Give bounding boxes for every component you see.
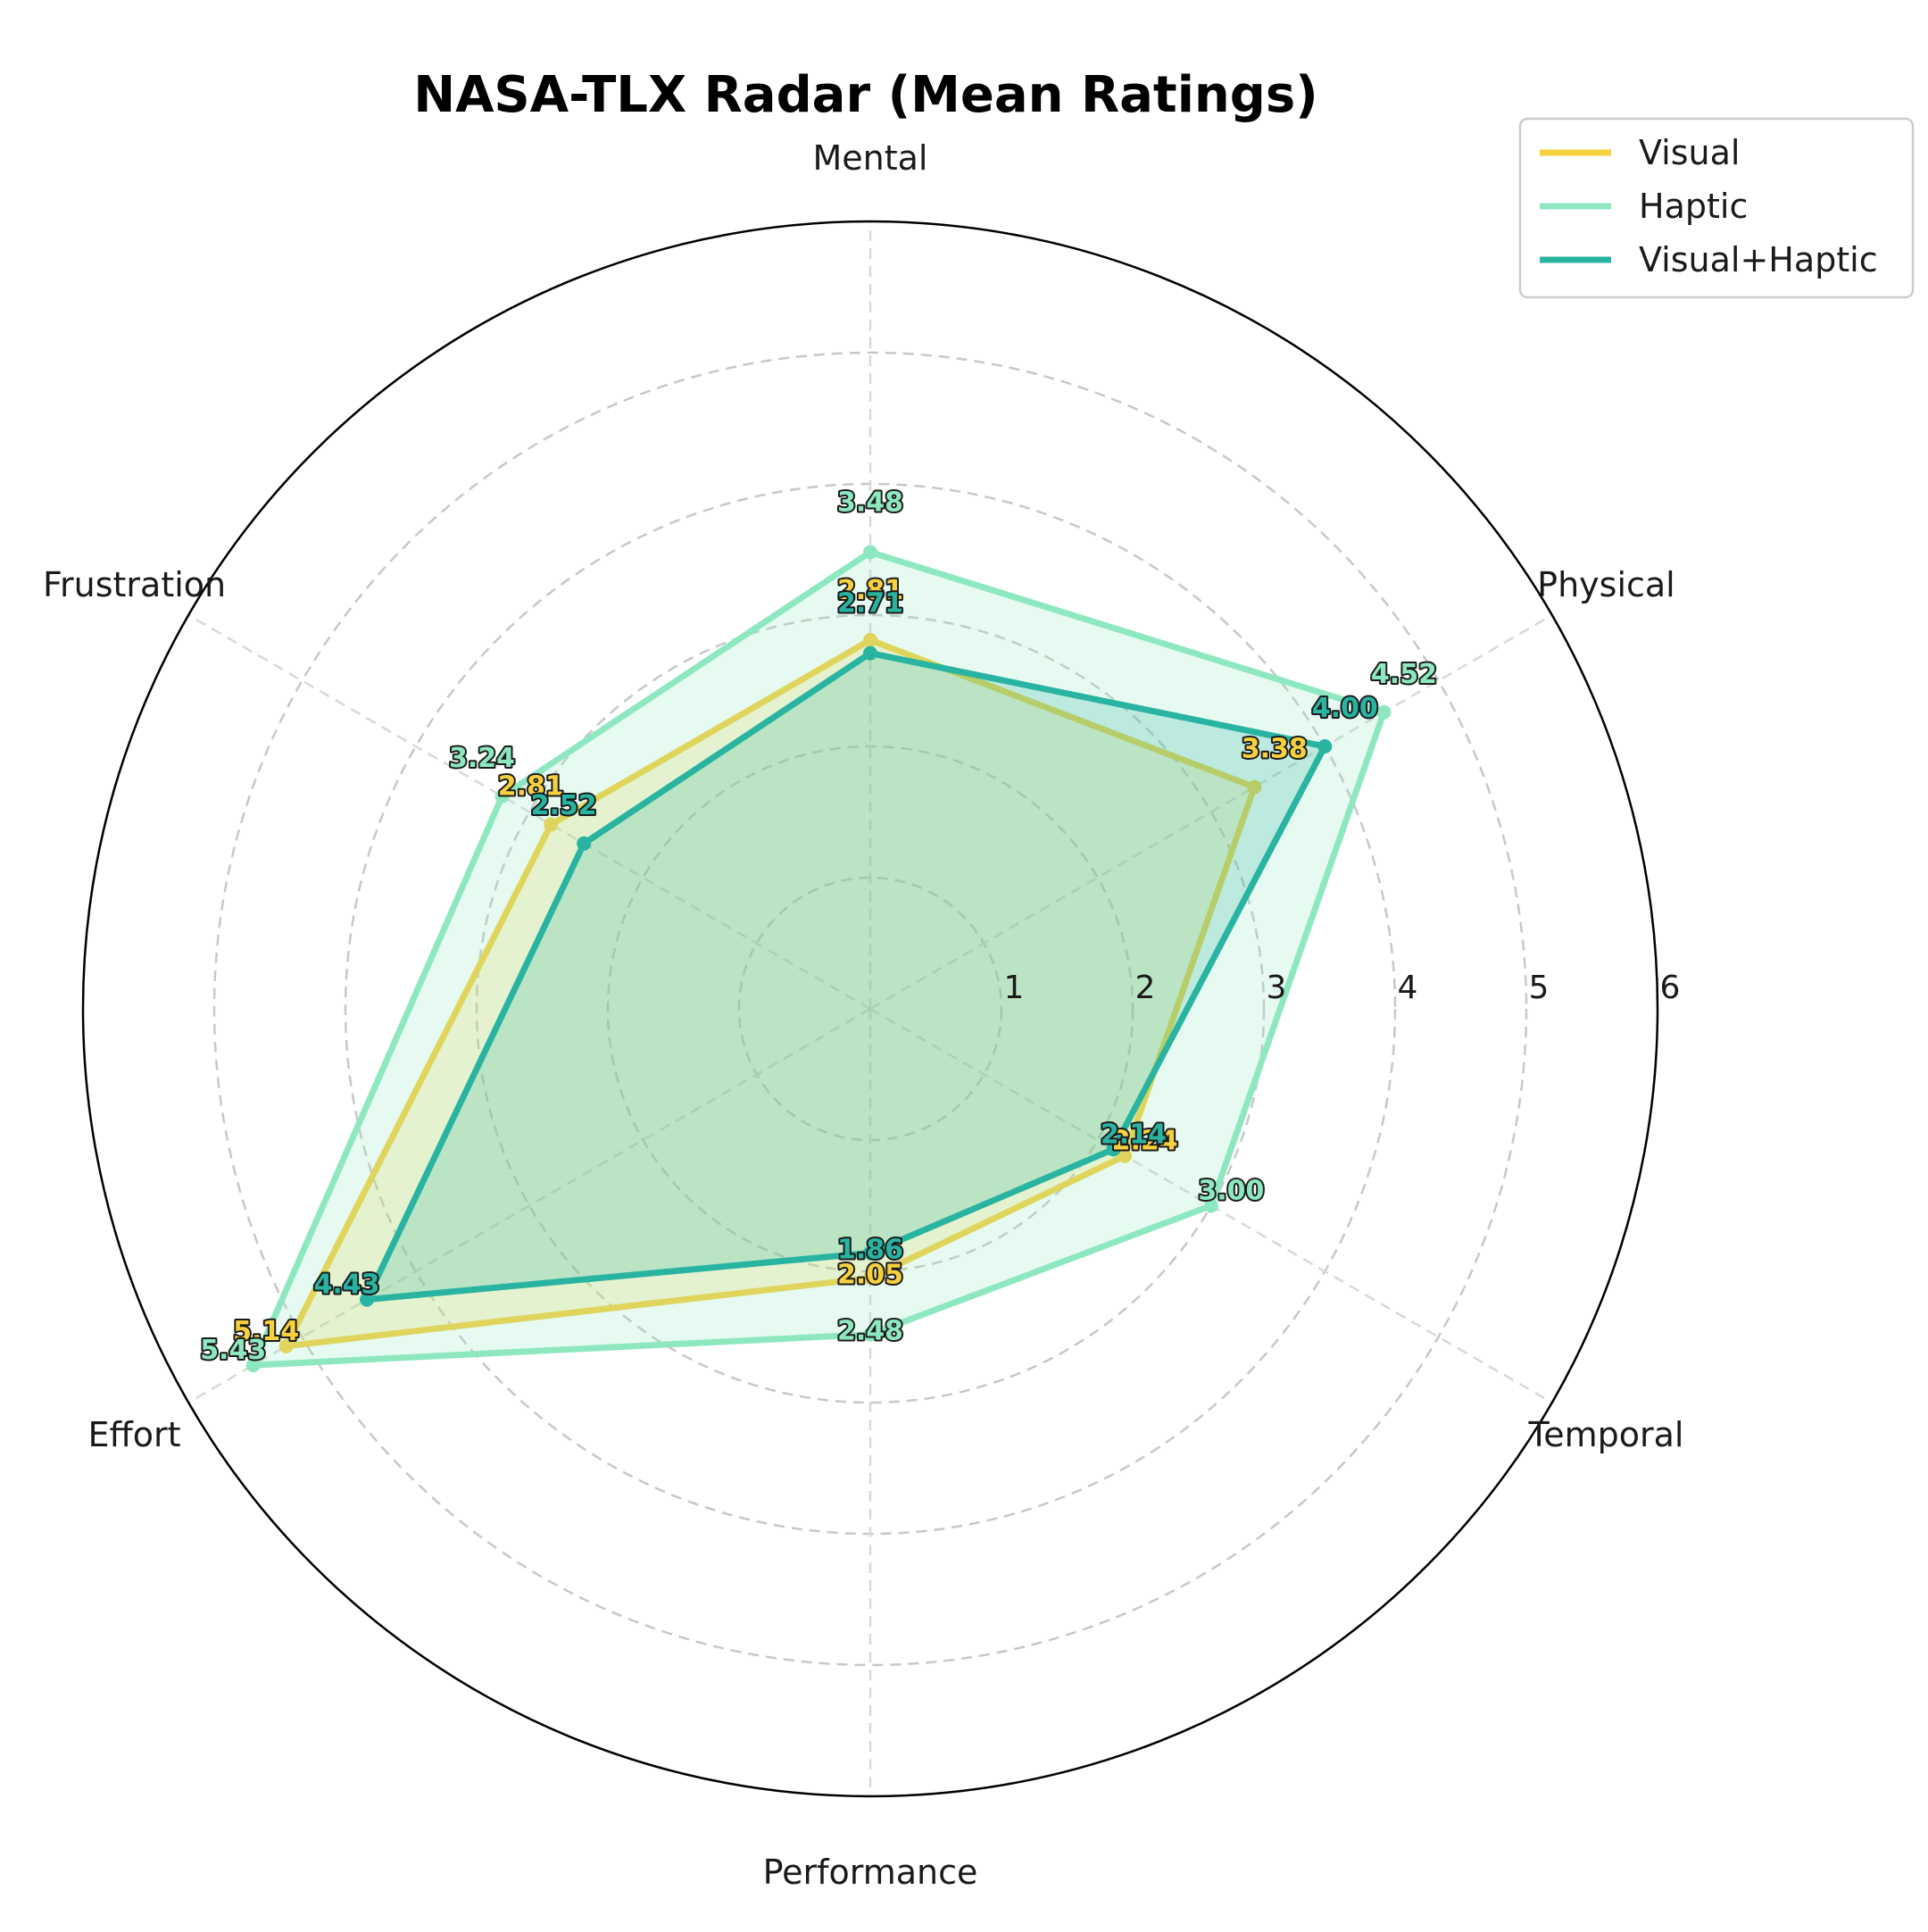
value-label-visual-effort: 5.14 bbox=[233, 1316, 299, 1347]
grid-ring-3 bbox=[475, 613, 1266, 1404]
point-visual-haptic-effort bbox=[360, 1292, 375, 1307]
r-tick-4: 4 bbox=[1398, 970, 1418, 1006]
point-visual-frustration bbox=[544, 817, 559, 832]
r-tick-5: 5 bbox=[1529, 970, 1550, 1006]
value-label-visual-haptic-temporal: 2.14 bbox=[1101, 1119, 1167, 1150]
radial-tick-labels: 1 2 3 4 5 6 bbox=[1004, 970, 1681, 1006]
value-label-visual-haptic-frustration: 2.52 bbox=[531, 790, 597, 821]
point-haptic-frustration bbox=[494, 788, 510, 804]
chart-title: NASA-TLX Radar (Mean Ratings) bbox=[413, 66, 1318, 124]
axis-label-effort: Effort bbox=[88, 1415, 181, 1454]
value-label-visual-temporal: 2.24 bbox=[1112, 1126, 1178, 1157]
value-label-haptic-frustration: 3.24 bbox=[449, 743, 515, 774]
value-label-visual-mental: 2.81 bbox=[837, 575, 903, 606]
value-label-visual-haptic-performance: 1.86 bbox=[837, 1234, 903, 1265]
point-visual-haptic-mental bbox=[863, 645, 877, 661]
value-label-haptic-performance: 2.48 bbox=[837, 1316, 903, 1347]
spoke-effort bbox=[187, 1007, 871, 1404]
value-label-haptic-effort: 5.43 bbox=[200, 1335, 266, 1366]
axis-label-frustration: Frustration bbox=[43, 565, 226, 604]
value-label-visual-haptic-mental: 2.71 bbox=[837, 588, 903, 620]
point-haptic-effort bbox=[245, 1358, 261, 1373]
value-label-visual-performance: 2.05 bbox=[837, 1259, 903, 1290]
point-visual-haptic-physical bbox=[1317, 739, 1333, 754]
value-label-haptic-mental: 3.48 bbox=[837, 487, 903, 518]
legend: Visual Haptic Visual+Haptic bbox=[1518, 117, 1915, 299]
legend-label-visual-haptic: Visual+Haptic bbox=[1639, 240, 1878, 279]
axis-label-temporal: Temporal bbox=[1527, 1415, 1683, 1454]
r-tick-3: 3 bbox=[1267, 970, 1287, 1006]
axis-label-performance: Performance bbox=[763, 1853, 978, 1892]
point-visual-effort bbox=[278, 1338, 294, 1353]
value-label-visual-frustration: 2.81 bbox=[498, 770, 564, 802]
outer-frame bbox=[81, 220, 1659, 1798]
series-layer bbox=[245, 545, 1392, 1373]
value-label-haptic-physical: 4.52 bbox=[1371, 659, 1437, 690]
r-tick-6: 6 bbox=[1660, 970, 1681, 1006]
value-label-haptic-temporal: 3.00 bbox=[1198, 1176, 1264, 1207]
point-visual-haptic-performance bbox=[863, 1245, 877, 1261]
legend-label-visual: Visual bbox=[1639, 133, 1740, 172]
grid-ring-5 bbox=[212, 351, 1528, 1667]
spoke-physical bbox=[869, 613, 1553, 1011]
point-visual-physical bbox=[1247, 779, 1262, 795]
value-label-visual-haptic-effort: 4.43 bbox=[314, 1270, 380, 1301]
legend-box bbox=[1518, 117, 1915, 299]
point-visual-haptic-temporal bbox=[1106, 1142, 1121, 1157]
point-haptic-physical bbox=[1376, 704, 1392, 720]
point-visual-performance bbox=[863, 1270, 877, 1286]
value-labels: 2.81 3.38 2.24 2.05 5.14 2.81 3.48 4.52 3.00 2.48… bbox=[198, 485, 1439, 1368]
point-visual-mental bbox=[863, 632, 877, 647]
point-haptic-temporal bbox=[1203, 1198, 1218, 1213]
point-haptic-performance bbox=[863, 1327, 877, 1342]
series-fill-haptic bbox=[253, 552, 1384, 1366]
series-fill-visual-haptic bbox=[367, 653, 1326, 1300]
axis-label-physical: Physical bbox=[1537, 565, 1675, 604]
point-haptic-mental bbox=[863, 545, 877, 560]
spoke-frustration bbox=[187, 613, 871, 1011]
series-fill-visual bbox=[286, 639, 1255, 1346]
value-label-visual-haptic-physical: 4.00 bbox=[1312, 693, 1378, 724]
point-visual-haptic-frustration bbox=[577, 836, 592, 851]
r-tick-1: 1 bbox=[1004, 970, 1025, 1006]
legend-label-haptic: Haptic bbox=[1639, 187, 1748, 226]
axis-label-mental: Mental bbox=[813, 138, 928, 178]
point-visual-temporal bbox=[1118, 1148, 1133, 1163]
r-tick-2: 2 bbox=[1135, 970, 1156, 1006]
axis-labels: Mental Physical Temporal Performance Effort F… bbox=[43, 138, 1684, 1892]
grid bbox=[81, 220, 1659, 1798]
value-label-visual-physical: 3.38 bbox=[1242, 734, 1308, 765]
